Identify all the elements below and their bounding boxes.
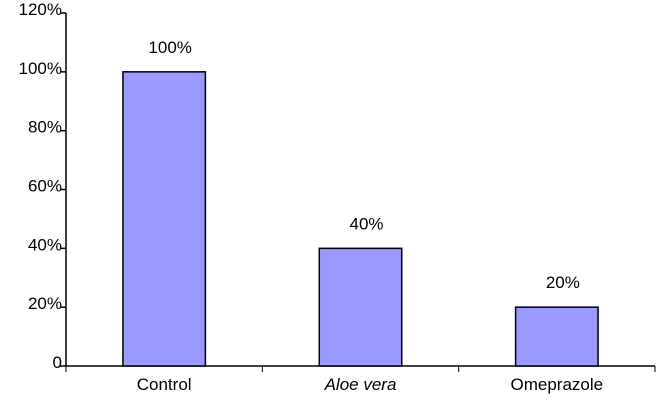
category-label: Aloe vera [324, 375, 397, 394]
y-tick-label: 60% [28, 177, 62, 196]
data-label: 40% [349, 214, 383, 233]
y-tick-label: 100% [19, 59, 62, 78]
category-label: Control [137, 375, 192, 394]
category-label: Omeprazole [511, 375, 604, 394]
y-ticks: 0 20% 40% 60% 80% 100% 120% [19, 0, 66, 372]
bar-omeprazole [514, 306, 599, 367]
data-label: 100% [148, 38, 191, 57]
bar-control [122, 71, 207, 367]
y-tick-label: 0 [53, 353, 62, 372]
category-labels: Control Aloe vera Omeprazole [137, 375, 603, 394]
x-ticks [65, 366, 656, 372]
y-tick-label: 20% [28, 294, 62, 313]
data-label: 20% [546, 273, 580, 292]
data-labels: 100% 40% 20% [148, 38, 579, 292]
y-tick-label: 120% [19, 0, 62, 19]
y-tick-label: 80% [28, 118, 62, 137]
y-tick-label: 40% [28, 235, 62, 254]
bars [122, 71, 599, 367]
bar-aloe-vera [318, 247, 403, 367]
